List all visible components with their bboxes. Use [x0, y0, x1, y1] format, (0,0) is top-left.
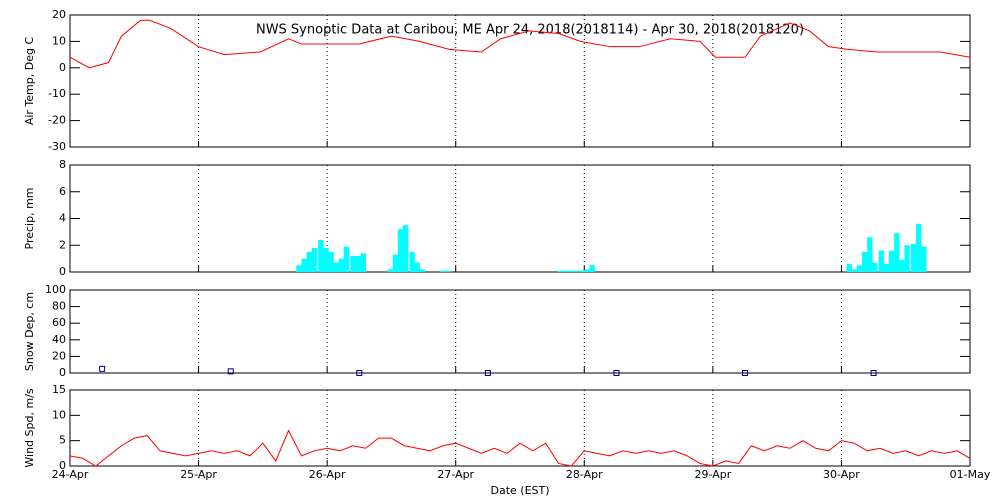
bar	[414, 262, 420, 272]
x-tick-label: 24-Apr	[52, 468, 89, 481]
bar	[350, 255, 356, 272]
bar	[878, 250, 885, 272]
point	[870, 370, 877, 376]
bar	[572, 270, 579, 272]
x-tick-label: 28-Apr	[566, 468, 603, 481]
y-tick-label: 60	[52, 316, 66, 329]
y-tick-label: 4	[59, 212, 66, 225]
chart-title: NWS Synoptic Data at Caribou, ME Apr 24,…	[256, 23, 804, 38]
plot-frame	[69, 164, 971, 273]
data-line	[69, 19, 971, 69]
y-tick-label: 8	[59, 158, 66, 171]
point	[613, 370, 620, 376]
bar	[338, 258, 345, 272]
bar	[856, 265, 863, 272]
y-tick-label: 20	[52, 349, 66, 362]
bar	[862, 251, 868, 272]
bar	[323, 247, 329, 272]
point	[99, 365, 106, 372]
bar	[589, 265, 595, 272]
y-tick-label: 0	[59, 366, 66, 379]
bar	[419, 269, 426, 272]
point	[742, 370, 748, 376]
y-tick-label: 0	[59, 61, 66, 74]
bar	[899, 259, 905, 272]
bar	[328, 251, 334, 272]
bar	[851, 269, 858, 272]
y-tick-label: 2	[59, 238, 66, 251]
point	[356, 370, 363, 376]
bar	[306, 251, 312, 272]
y-tick-label: 80	[52, 300, 66, 313]
data-line	[69, 429, 971, 467]
x-tick-label: 27-Apr	[437, 468, 474, 481]
bar	[921, 246, 927, 272]
bar	[562, 270, 568, 272]
y-tick-label: 10	[52, 408, 66, 421]
bar	[392, 254, 399, 272]
y-tick-label: -10	[48, 87, 66, 100]
bar	[296, 265, 302, 272]
bar	[584, 269, 590, 272]
y-tick-label: 6	[59, 185, 66, 198]
bar	[557, 270, 563, 272]
bar	[846, 263, 852, 272]
bar	[397, 229, 404, 272]
x-tick-label: 26-Apr	[309, 468, 346, 481]
bar	[409, 251, 415, 272]
bar	[301, 258, 307, 272]
y-tick-label: 40	[52, 333, 66, 346]
y-tick-label: 0	[59, 459, 66, 472]
point	[484, 370, 491, 376]
y-tick-label: 100	[45, 283, 66, 296]
y-tick-label: -20	[48, 114, 66, 127]
bar	[904, 245, 910, 272]
y-tick-label: -30	[48, 140, 66, 153]
y-tick-label: 20	[52, 8, 66, 21]
bar	[440, 270, 446, 272]
bar	[333, 262, 339, 272]
point	[227, 368, 234, 375]
bar	[445, 270, 451, 272]
bar	[883, 263, 890, 272]
x-tick-label: 29-Apr	[694, 468, 731, 481]
y-axis-label: Snow Dep, cm	[23, 292, 36, 371]
y-axis-label: Air Temp, Deg C	[23, 37, 36, 126]
bar	[567, 270, 573, 272]
bar	[387, 269, 393, 272]
plot-frame	[69, 289, 971, 374]
bar	[311, 247, 318, 272]
bar	[889, 250, 895, 272]
x-tick-label: 30-Apr	[823, 468, 860, 481]
y-tick-label: 15	[52, 383, 66, 396]
y-axis-label: Precip, mm	[23, 188, 36, 250]
x-tick-label: 25-Apr	[180, 468, 217, 481]
bar	[343, 246, 350, 272]
bar	[579, 270, 585, 272]
bar	[867, 237, 873, 272]
bar	[318, 239, 324, 272]
bar	[910, 243, 917, 272]
y-tick-label: 0	[59, 265, 66, 278]
bar	[872, 262, 878, 272]
bar	[916, 223, 922, 272]
x-tick-label: 01-May	[950, 468, 991, 481]
y-axis-label: Wind Spd, m/s	[23, 388, 36, 468]
y-tick-label: 5	[59, 434, 66, 447]
y-tick-label: 10	[52, 34, 66, 47]
x-axis-label: Date (EST)	[490, 484, 549, 497]
plot-frame	[69, 14, 971, 148]
bar	[894, 233, 900, 272]
bar	[360, 253, 366, 272]
bar	[355, 255, 361, 272]
plot-frame	[69, 389, 971, 467]
bar	[403, 225, 409, 272]
